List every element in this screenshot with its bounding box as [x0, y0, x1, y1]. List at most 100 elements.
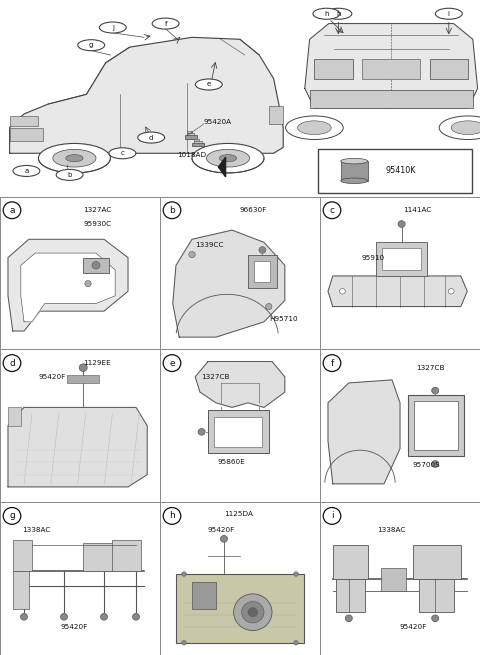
Text: i: i — [448, 10, 450, 17]
Bar — [248, 255, 277, 288]
Bar — [362, 59, 420, 79]
Text: c: c — [329, 206, 335, 215]
Bar — [408, 395, 464, 457]
Bar — [187, 133, 194, 135]
Text: 1141AC: 1141AC — [403, 207, 432, 214]
Circle shape — [451, 121, 480, 135]
Bar — [381, 568, 407, 591]
Bar — [215, 417, 263, 447]
Polygon shape — [21, 253, 115, 322]
Text: e: e — [169, 358, 175, 367]
Text: f: f — [330, 358, 334, 367]
Text: 95910: 95910 — [361, 255, 385, 261]
Circle shape — [298, 121, 331, 135]
Bar — [112, 540, 141, 571]
Bar — [187, 131, 192, 133]
Bar — [376, 242, 427, 276]
Bar — [13, 571, 29, 609]
Bar — [383, 248, 421, 270]
Circle shape — [3, 508, 21, 524]
Bar — [10, 116, 38, 126]
Circle shape — [85, 280, 91, 287]
Text: j: j — [112, 24, 114, 31]
Circle shape — [163, 355, 181, 371]
Text: 95860E: 95860E — [217, 459, 245, 466]
Bar — [419, 578, 455, 612]
Bar — [192, 582, 216, 609]
Circle shape — [323, 202, 341, 219]
Circle shape — [286, 116, 343, 140]
Bar — [414, 402, 457, 450]
Text: 95420F: 95420F — [400, 624, 427, 631]
Circle shape — [294, 572, 299, 576]
Polygon shape — [305, 24, 478, 108]
Circle shape — [325, 9, 352, 19]
Text: 1339CC: 1339CC — [195, 242, 224, 248]
Bar — [192, 143, 204, 147]
Text: 1338AC: 1338AC — [378, 527, 406, 533]
Circle shape — [13, 166, 40, 176]
Polygon shape — [173, 230, 285, 337]
Circle shape — [432, 615, 439, 622]
Circle shape — [259, 247, 266, 253]
Text: 1338AC: 1338AC — [23, 527, 51, 533]
Text: a: a — [24, 168, 28, 174]
Bar — [333, 545, 368, 578]
Circle shape — [432, 387, 439, 394]
Circle shape — [219, 155, 237, 162]
Bar — [10, 128, 43, 141]
Circle shape — [152, 18, 179, 29]
Text: g: g — [89, 42, 94, 48]
Circle shape — [3, 355, 21, 371]
Bar — [430, 59, 468, 79]
Polygon shape — [328, 276, 467, 307]
Bar — [194, 141, 202, 143]
Text: h: h — [336, 10, 341, 17]
Text: 1125DA: 1125DA — [224, 512, 253, 517]
Circle shape — [323, 355, 341, 371]
Text: e: e — [207, 81, 211, 88]
Circle shape — [345, 615, 352, 622]
Circle shape — [265, 303, 272, 310]
Text: g: g — [9, 512, 15, 521]
Text: d: d — [149, 134, 154, 141]
Circle shape — [138, 132, 165, 143]
Circle shape — [60, 614, 68, 620]
Text: b: b — [67, 172, 72, 178]
Bar — [8, 407, 21, 426]
Circle shape — [339, 288, 345, 294]
Text: d: d — [9, 358, 15, 367]
Circle shape — [294, 641, 299, 645]
Circle shape — [241, 601, 264, 623]
Circle shape — [398, 221, 405, 227]
Bar — [314, 59, 353, 79]
Polygon shape — [218, 157, 226, 177]
Circle shape — [432, 460, 439, 467]
Bar — [269, 106, 283, 124]
Bar — [13, 540, 32, 571]
Bar — [413, 545, 461, 578]
Circle shape — [198, 428, 205, 435]
Text: 95420F: 95420F — [38, 374, 66, 380]
Text: 1129EE: 1129EE — [83, 360, 111, 366]
Bar — [83, 257, 109, 273]
Text: h: h — [324, 10, 329, 17]
Circle shape — [163, 508, 181, 524]
Text: c: c — [120, 150, 124, 157]
Circle shape — [3, 202, 21, 219]
Text: 95700S: 95700S — [413, 462, 441, 468]
Polygon shape — [8, 239, 128, 331]
Circle shape — [313, 9, 340, 19]
Circle shape — [195, 79, 222, 90]
Bar — [67, 375, 99, 383]
Ellipse shape — [341, 178, 368, 183]
Bar — [83, 544, 115, 571]
Circle shape — [78, 40, 105, 50]
Circle shape — [21, 614, 27, 620]
Bar — [318, 149, 472, 193]
Text: i: i — [331, 512, 333, 521]
Circle shape — [448, 288, 454, 294]
Text: 96630F: 96630F — [240, 207, 267, 214]
Circle shape — [435, 9, 462, 19]
Text: b: b — [169, 206, 175, 215]
